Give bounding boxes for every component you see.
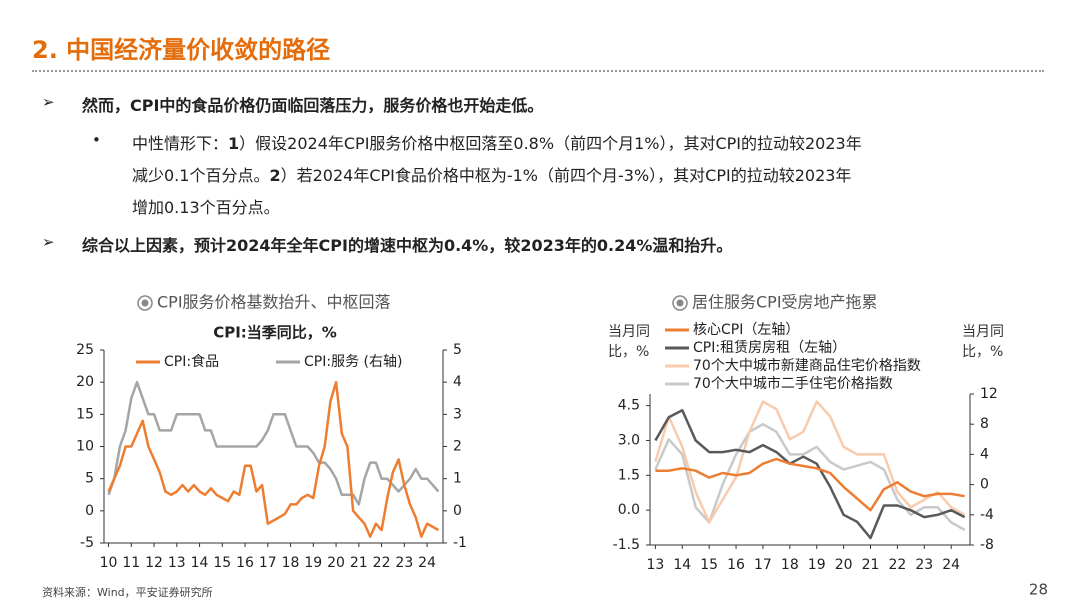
y-tick-label: 15 [76, 406, 94, 422]
y2-tick-label: 12 [980, 386, 998, 402]
chart-title: 居住服务CPI受房地产拖累 [692, 293, 878, 312]
y-tick-label: 3.0 [618, 432, 640, 448]
text-line: 增加0.13个百分点。 [132, 194, 280, 218]
x-tick-label: 21 [862, 557, 880, 573]
x-tick-label: 13 [168, 555, 186, 571]
title-icon [141, 299, 149, 307]
y2-tick-label: -4 [980, 507, 994, 523]
source: 资料来源：Wind，平安证券研究所 [42, 585, 213, 599]
y-tick-label: 20 [76, 374, 94, 390]
y-tick-label: 0.0 [618, 502, 640, 518]
y2-tick-label: -8 [980, 537, 994, 553]
legend-label: 70个大中城市新建商品住宅价格指数 [693, 357, 921, 374]
y-tick-label: -1.5 [613, 537, 640, 553]
y-tick-label: 5 [85, 471, 94, 487]
text-run: 然而，CPI中的食品价格仍面临回落压力，服务价格也开始走低。 [82, 96, 544, 115]
y-axis-label-text: 当月同比，% [608, 324, 650, 360]
y-tick-label: -5 [80, 535, 94, 551]
bullet-icon: ➢ [42, 93, 55, 111]
y2-tick-label: 8 [980, 416, 989, 432]
y2-tick-label: 2 [453, 439, 462, 455]
x-tick-label: 16 [236, 555, 254, 571]
text-line: 中性情形下：1）假设2024年CPI服务价格中枢回落至0.8%（前四个月1%），… [132, 130, 862, 154]
text-run: 减少0.1个百分点。 [132, 166, 270, 185]
title-icon [137, 295, 153, 311]
legend-label: CPI:服务 (右轴) [304, 354, 402, 370]
x-tick-label: 13 [646, 557, 664, 573]
chart-subtitle: CPI:当季同比，% [213, 324, 337, 342]
bullet-icon: • [92, 131, 101, 149]
x-tick-label: 19 [808, 557, 826, 573]
y-tick-label: 0 [85, 503, 94, 519]
text-run: 2 [269, 166, 281, 185]
x-tick-label: 14 [191, 555, 209, 571]
text-run: 综合以上因素，预计2024年全年CPI的增速中枢为0.4%，较2023年的0.2… [82, 236, 733, 255]
legend-label: 70个大中城市二手住宅价格指数 [693, 375, 893, 392]
x-tick-label: 21 [350, 555, 368, 571]
text-run: ）若2024年CPI食品价格中枢为-1%（前四个月-3%），其对CPI的拉动较2… [280, 166, 852, 185]
y2-tick-label: -1 [453, 535, 467, 551]
y2-tick-label: 3 [453, 406, 462, 422]
text-line: 然而，CPI中的食品价格仍面临回落压力，服务价格也开始走低。 [82, 92, 543, 116]
y-axis-label: 当月同比，% [608, 322, 658, 362]
x-tick-label: 17 [259, 555, 277, 571]
x-tick-label: 22 [888, 557, 906, 573]
x-tick-label: 19 [304, 555, 322, 571]
x-tick-label: 23 [395, 555, 413, 571]
text-line: 减少0.1个百分点。2）若2024年CPI食品价格中枢为-1%（前四个月-3%）… [132, 162, 851, 186]
y2-tick-label: 0 [980, 477, 989, 493]
series-line [655, 457, 965, 512]
y2-tick-label: 5 [453, 342, 462, 358]
legend-label: CPI:租赁房房租（左轴） [693, 340, 846, 356]
page-number: 28 [1029, 581, 1048, 599]
x-tick-label: 20 [327, 555, 345, 571]
series-line [107, 380, 440, 538]
x-tick-label: 20 [835, 557, 853, 573]
x-tick-label: 23 [915, 557, 933, 573]
x-tick-label: 22 [373, 555, 391, 571]
series-line [107, 380, 440, 506]
y-tick-label: 10 [76, 439, 94, 455]
y2-tick-label: 4 [980, 446, 989, 462]
x-tick-label: 10 [100, 555, 118, 571]
slide-title: 2. 中国经济量价收敛的路径 [32, 36, 331, 64]
legend-label: CPI:食品 [164, 353, 219, 370]
divider [32, 70, 1044, 72]
bullet-icon: ➢ [42, 233, 55, 251]
series-line [654, 409, 966, 540]
x-tick-label: 24 [942, 557, 960, 573]
title-icon [676, 299, 684, 307]
text-run: 1 [228, 134, 240, 153]
text-run: 中性情形下： [132, 134, 229, 153]
x-tick-label: 15 [700, 557, 718, 573]
legend-label: 核心CPI（左轴） [693, 322, 799, 338]
series-line [654, 400, 966, 524]
y-tick-label: 1.5 [618, 467, 640, 483]
y2-axis-label-text: 当月同比，% [962, 324, 1004, 360]
x-tick-label: 12 [145, 555, 163, 571]
x-tick-label: 18 [282, 555, 300, 571]
x-tick-label: 14 [673, 557, 691, 573]
chart-title: CPI服务价格基数抬升、中枢回落 [157, 293, 391, 312]
text-run: 增加0.13个百分点。 [132, 198, 280, 217]
x-tick-label: 24 [418, 555, 436, 571]
title-icon [672, 295, 688, 311]
x-tick-label: 15 [213, 555, 231, 571]
y2-tick-label: 4 [453, 374, 462, 390]
x-tick-label: 11 [122, 555, 140, 571]
y2-tick-label: 0 [453, 503, 462, 519]
y-tick-label: 25 [76, 342, 94, 358]
y-tick-label: 4.5 [618, 398, 640, 414]
x-tick-label: 16 [727, 557, 745, 573]
text-line: 综合以上因素，预计2024年全年CPI的增速中枢为0.4%，较2023年的0.2… [82, 232, 732, 256]
y2-tick-label: 1 [453, 471, 462, 487]
x-tick-label: 18 [781, 557, 799, 573]
text-run: ）假设2024年CPI服务价格中枢回落至0.8%（前四个月1%），其对CPI的拉… [239, 134, 862, 153]
y2-axis-label: 当月同比，% [962, 322, 1012, 362]
x-tick-label: 17 [754, 557, 772, 573]
